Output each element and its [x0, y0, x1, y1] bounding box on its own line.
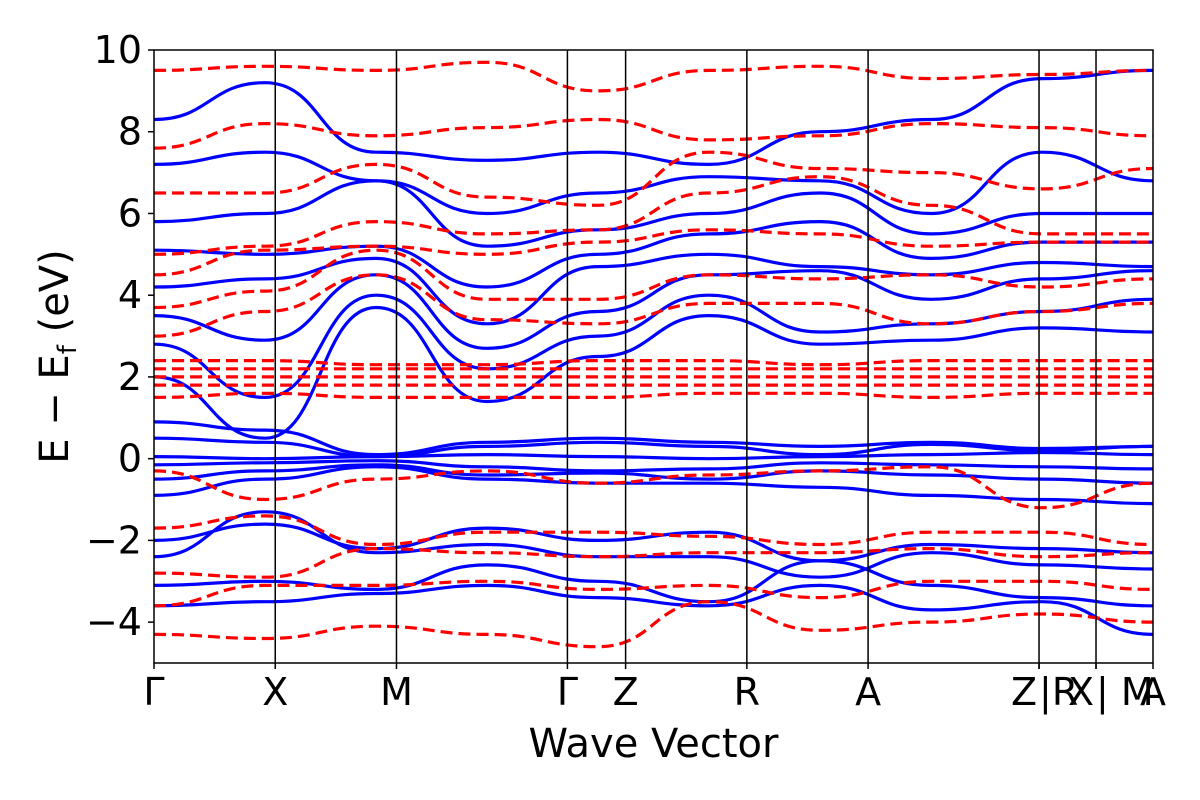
y-tick-label: −4 — [86, 600, 142, 644]
solid-band-16 — [154, 150, 1153, 216]
x-tick-label: A — [855, 670, 881, 714]
dashed-band-12 — [154, 228, 1153, 277]
x-tick-label: Z — [1011, 670, 1037, 714]
x-tick-label: A — [1140, 670, 1166, 714]
x-tick-label: Γ — [143, 670, 164, 714]
x-tick-label: Γ — [557, 670, 578, 714]
dashed-band-4 — [154, 358, 1153, 367]
dashed-band-15 — [154, 117, 1153, 150]
solid-band-0 — [154, 459, 1153, 473]
x-tick-label: Z — [613, 670, 639, 714]
y-tick-label: 6 — [118, 191, 142, 235]
x-axis-ticks: Γ X M Γ Z R A Z |RX | MA — [143, 663, 1166, 715]
y-tick-label: −2 — [86, 518, 142, 562]
x-tick-label: X — [1068, 670, 1094, 714]
solid-band-1 — [154, 450, 1153, 461]
dashed-band-11 — [154, 248, 1153, 310]
y-tick-label: 8 — [118, 110, 142, 154]
solid-band-15 — [154, 179, 1153, 248]
x-tick-label: X — [262, 670, 288, 714]
y-tick-label: 0 — [118, 437, 142, 481]
solid-band-4 — [154, 463, 1153, 485]
x-tick-label: |R — [1039, 670, 1078, 715]
y-axis-title-subscript: f — [53, 344, 83, 354]
y-tick-label: 10 — [94, 28, 142, 72]
bands-solid-series — [154, 68, 1153, 636]
y-axis-ticks: 10 8 6 4 2 0 −2 −4 — [86, 28, 154, 644]
dashed-band-9 — [154, 600, 1153, 649]
dashed-band-8 — [154, 579, 1153, 608]
x-tick-label: R — [734, 670, 760, 714]
solid-band-14 — [154, 219, 1153, 289]
solid-band-8 — [154, 559, 1153, 608]
y-tick-label: 2 — [118, 355, 142, 399]
solid-band-12 — [154, 269, 1153, 350]
solid-band-10 — [154, 305, 1153, 440]
dashed-band-10 — [154, 273, 1153, 338]
solid-band-11 — [154, 293, 1153, 400]
dashed-band-0 — [154, 391, 1153, 400]
y-axis-title-unit: (eV) — [32, 249, 78, 345]
x-tick-label: M — [380, 670, 413, 714]
solid-band-9 — [154, 583, 1153, 636]
dashed-band-7 — [154, 546, 1153, 579]
kpoint-lines — [274, 50, 1097, 663]
y-tick-label: 4 — [118, 273, 142, 317]
x-axis-title: Wave Vector — [529, 721, 780, 767]
y-axis-title-main: E − E — [32, 354, 78, 464]
dashed-band-6 — [154, 514, 1153, 547]
solid-band-6 — [154, 522, 1153, 563]
dashed-band-16 — [154, 60, 1153, 93]
dashed-band-5 — [154, 465, 1153, 510]
x-tick-label: | M — [1096, 670, 1154, 715]
solid-band-5 — [154, 465, 1153, 506]
solid-band-2 — [154, 436, 1153, 459]
dashed-band-14 — [154, 150, 1153, 207]
y-axis-title: E − Ef (eV) — [32, 249, 83, 464]
plot-frame — [153, 49, 1154, 664]
solid-band-3 — [154, 420, 1153, 457]
bands-dashed-series — [154, 60, 1153, 649]
dashed-band-13 — [154, 175, 1153, 256]
solid-band-17 — [154, 68, 1153, 167]
